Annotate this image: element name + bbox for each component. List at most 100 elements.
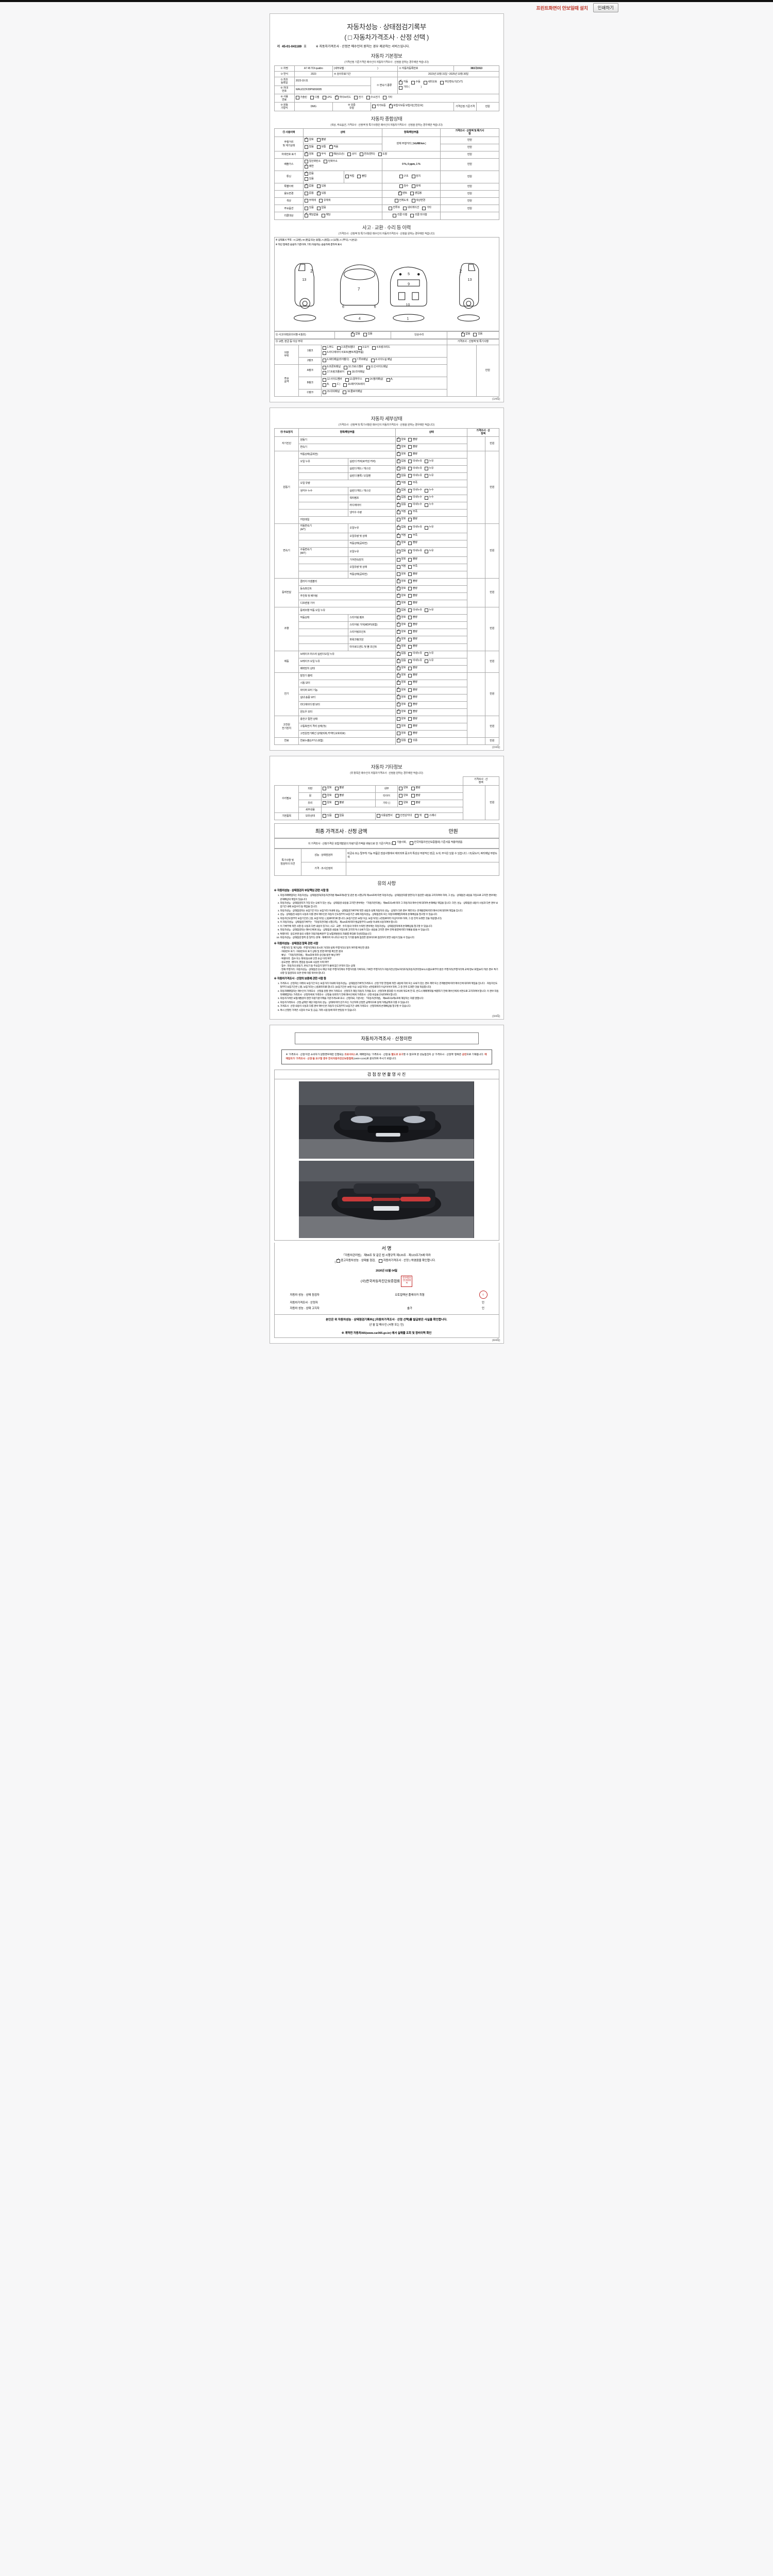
fuel-option-electric[interactable]: 전기 xyxy=(354,96,363,100)
other-good[interactable]: 양호 xyxy=(399,801,408,805)
state-없음[interactable]: 없음 xyxy=(396,495,406,500)
state-미세누유[interactable]: 미세누유 xyxy=(408,474,422,478)
state-양호[interactable]: 양호 xyxy=(396,601,406,605)
state-부족[interactable]: 부족 xyxy=(408,481,417,485)
state-미세누수[interactable]: 미세누수 xyxy=(408,496,422,500)
state-양호[interactable]: 양호 xyxy=(396,437,406,442)
state-양호[interactable]: 양호 xyxy=(396,666,406,670)
part-floor-panel[interactable]: 16.플로어패널 xyxy=(343,390,362,394)
interior-good[interactable]: 양호 xyxy=(399,786,408,790)
state-양호[interactable]: 양호 xyxy=(396,594,406,598)
state-양호[interactable]: 양호 xyxy=(396,732,406,736)
state-누수[interactable]: 누수 xyxy=(424,503,434,507)
part-pillar-a[interactable]: A, xyxy=(386,378,393,382)
part-roof-panel[interactable]: 7.루프패널 xyxy=(352,358,368,362)
state-적정[interactable]: 적정 xyxy=(396,565,406,569)
state-불량[interactable]: 불량 xyxy=(408,616,417,620)
vin-mark-altered[interactable]: 변조(변타) xyxy=(359,152,375,157)
state-양호[interactable]: 양호 xyxy=(396,452,406,456)
fuel-option-lpg[interactable]: LPG xyxy=(322,96,332,100)
tuning-structure[interactable]: 구조 xyxy=(399,175,409,179)
state-불량[interactable]: 불량 xyxy=(408,517,417,521)
state-양호[interactable]: 양호 xyxy=(396,517,406,521)
fuel-option-other[interactable]: 기타 xyxy=(383,96,392,100)
recall-done[interactable]: 리콜 이행 xyxy=(393,213,407,217)
state-없음[interactable]: 없음 xyxy=(396,473,406,478)
state-누유[interactable]: 누유 xyxy=(424,460,434,464)
part-front-fender[interactable]: 2.프론트휀더 xyxy=(337,346,355,350)
state-적정[interactable]: 적정 xyxy=(396,533,406,538)
state-양호[interactable]: 양호 xyxy=(396,709,406,714)
special-none[interactable]: 없음 xyxy=(305,184,314,189)
vin-mark-erased[interactable]: 도말 xyxy=(378,152,387,157)
glass-bad[interactable]: 불량 xyxy=(334,801,344,805)
state-양호[interactable]: 양호 xyxy=(396,622,406,627)
print-button[interactable]: 인쇄하기 xyxy=(593,3,618,12)
sign-option-performance[interactable]: 중고자동차성능 · 상태를 점검, xyxy=(336,1259,376,1263)
state-적정[interactable]: 적정 xyxy=(396,481,406,485)
transmission-option-manual[interactable]: 수동 xyxy=(411,80,421,84)
state-없음[interactable]: 없음 xyxy=(396,502,406,507)
accident-yes[interactable]: 있음 xyxy=(363,332,373,336)
state-미세누수[interactable]: 미세누수 xyxy=(408,488,422,493)
state-미세누유[interactable]: 미세누유 xyxy=(408,549,422,553)
part-pillar-b[interactable]: B, xyxy=(323,383,329,387)
state-없음[interactable]: 없음 xyxy=(396,466,406,471)
simple-repair-yes[interactable]: 있음 xyxy=(473,332,482,336)
state-없음[interactable]: 없음 xyxy=(396,738,406,743)
state-양호[interactable]: 양호 xyxy=(396,644,406,649)
state-적정[interactable]: 적정 xyxy=(396,510,406,514)
recall-not-done[interactable]: 리콜 미이행 xyxy=(410,213,427,217)
part-cross-member[interactable]: 10.크로스멤버 xyxy=(344,365,363,369)
state-있음[interactable]: 있음 xyxy=(408,739,417,743)
fuel-option-hybrid[interactable]: 하이브리드 xyxy=(334,95,351,100)
state-불량[interactable]: 불량 xyxy=(408,572,417,576)
sign-option-price[interactable]: 자동차가격조사 · 산정 ) 하였음을 확인합니다. xyxy=(379,1259,435,1263)
color-full-repaint[interactable]: 전체도색 xyxy=(394,199,409,203)
state-양호[interactable]: 양호 xyxy=(396,717,406,721)
state-불량[interactable]: 불량 xyxy=(408,445,417,449)
state-미세누유[interactable]: 미세누유 xyxy=(408,467,422,471)
state-불량[interactable]: 불량 xyxy=(408,732,417,736)
special-yes[interactable]: 있음 xyxy=(316,184,326,189)
state-없음[interactable]: 없음 xyxy=(396,651,406,656)
fuel-option-gasoline[interactable]: 가솔린 xyxy=(295,96,307,100)
state-불량[interactable]: 불량 xyxy=(408,645,417,649)
state-불량[interactable]: 불량 xyxy=(408,666,417,670)
vin-mark-corrosion[interactable]: 부식 xyxy=(316,152,326,157)
state-양호[interactable]: 양호 xyxy=(396,673,406,677)
part-quarter-panel[interactable]: 6.쿼터패널(리어휀다) xyxy=(323,358,349,362)
glass-good[interactable]: 양호 xyxy=(323,801,332,805)
part-wheel-house[interactable]: 13.휠하우스 xyxy=(345,378,362,382)
usage-yes[interactable]: 있음 xyxy=(316,191,326,196)
tuning-legal[interactable]: 적법 xyxy=(345,175,354,179)
option-sunroof[interactable]: 썬루프 xyxy=(389,206,400,210)
state-불량[interactable]: 불량 xyxy=(408,637,417,641)
part-inside-panel[interactable]: 11.인사이드패널 xyxy=(366,365,388,369)
special-flood[interactable]: 침수 xyxy=(399,184,409,189)
option-navigation[interactable]: 네비게이션 xyxy=(403,206,419,210)
transmission-option-other[interactable]: 기타 () xyxy=(399,86,422,90)
part-side-member[interactable]: 12.사이드멤버 xyxy=(323,378,342,382)
tuning-illegal[interactable]: 불법 xyxy=(357,175,366,179)
state-미세누유[interactable]: 미세누유 xyxy=(408,526,422,530)
state-불량[interactable]: 불량 xyxy=(408,630,417,634)
state-불량[interactable]: 불량 xyxy=(408,688,417,692)
state-누유[interactable]: 누유 xyxy=(424,549,434,553)
state-양호[interactable]: 양호 xyxy=(396,687,406,692)
mileage-normal[interactable]: 보통 xyxy=(316,145,326,149)
state-없음[interactable]: 없음 xyxy=(396,608,406,613)
tuning-device[interactable]: 장치 xyxy=(411,175,421,179)
holding-yes[interactable]: 있음 xyxy=(323,814,332,818)
basis-option-engineer[interactable]: 기술사회, xyxy=(392,841,407,845)
vin-mark-different[interactable]: 상이 xyxy=(347,152,357,157)
recall-applicable[interactable]: 해당 xyxy=(321,213,331,217)
outer-good[interactable]: 양호 xyxy=(323,786,332,790)
vin-mark-damaged[interactable]: 훼손(오손) xyxy=(329,152,344,157)
recall-not-applicable[interactable]: 해당없음 xyxy=(305,213,318,217)
usage-commercial[interactable]: 영업용 xyxy=(410,192,422,196)
mileage-few[interactable]: 적음 xyxy=(329,145,338,149)
other-bad[interactable]: 불량 xyxy=(411,801,421,805)
wheel-bad[interactable]: 불량 xyxy=(334,793,344,798)
color-changed[interactable]: 색상변경 xyxy=(411,199,425,203)
